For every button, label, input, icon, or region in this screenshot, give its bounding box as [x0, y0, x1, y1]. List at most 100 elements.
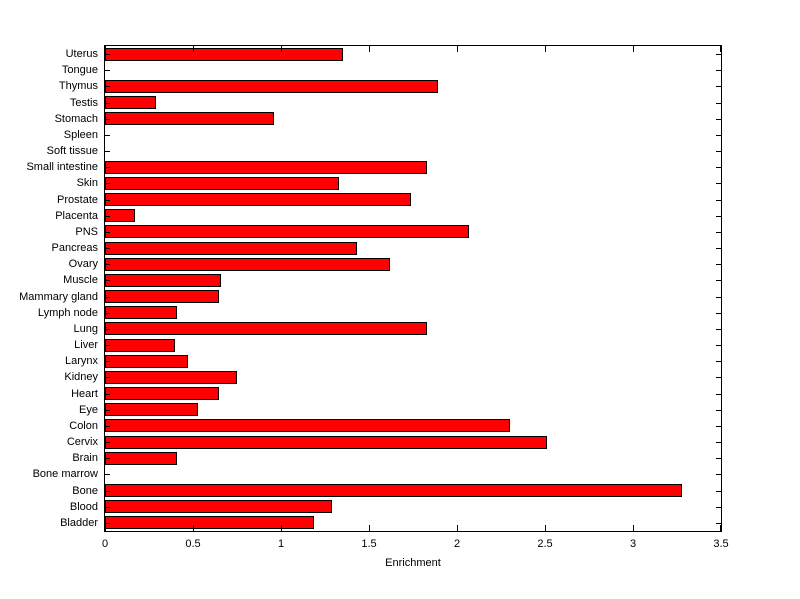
y-label-cervix: Cervix	[66, 436, 98, 449]
bar-pancreas	[105, 241, 357, 255]
y-tick-right-skin	[716, 183, 721, 185]
x-tick-top-2	[457, 46, 458, 52]
x-tick-bottom-2.5	[545, 525, 546, 531]
y-tick-right-pancreas	[716, 248, 721, 250]
y-label-pancreas: Pancreas	[51, 242, 98, 255]
y-tick-right-soft-tissue	[716, 151, 721, 153]
y-label-stomach: Stomach	[54, 112, 98, 125]
bar-thymus	[105, 79, 438, 93]
y-tick-left-pns	[105, 231, 110, 233]
bar-muscle	[105, 273, 222, 287]
y-label-brain: Brain	[72, 452, 98, 465]
y-tick-left-testis	[105, 102, 110, 104]
bar-kidney	[105, 370, 237, 384]
y-tick-left-cervix	[105, 442, 110, 444]
x-tick-label-2: 2	[453, 538, 461, 550]
y-tick-left-placenta	[105, 215, 110, 217]
x-tick-bottom-1	[281, 525, 282, 531]
y-label-bone-marrow: Bone marrow	[32, 468, 98, 481]
x-tick-label-1.5: 1.5	[361, 538, 377, 550]
x-tick-top-0	[105, 46, 106, 52]
y-label-pns: PNS	[75, 225, 98, 238]
y-label-heart: Heart	[71, 387, 98, 400]
y-tick-left-prostate	[105, 199, 110, 201]
x-tick-label-1: 1	[277, 538, 285, 550]
y-tick-left-mammary-gland	[105, 296, 110, 298]
x-tick-label-3.5: 3.5	[713, 538, 729, 550]
y-tick-right-placenta	[716, 215, 721, 217]
y-tick-left-larynx	[105, 361, 110, 363]
y-tick-right-kidney	[716, 377, 721, 379]
y-tick-right-pns	[716, 231, 721, 233]
bar-liver	[105, 338, 176, 352]
y-label-lung: Lung	[73, 322, 98, 335]
x-tick-bottom-3.5	[720, 525, 721, 531]
y-tick-left-uterus	[105, 54, 110, 56]
bar-bladder	[105, 516, 315, 530]
y-tick-right-tongue	[716, 70, 721, 72]
x-tick-top-2.5	[545, 46, 546, 52]
y-label-tongue: Tongue	[61, 64, 98, 77]
x-axis-title: Enrichment	[385, 557, 441, 569]
y-tick-left-liver	[105, 345, 110, 347]
y-tick-right-muscle	[716, 280, 721, 282]
y-label-skin: Skin	[76, 177, 98, 190]
y-tick-left-thymus	[105, 86, 110, 88]
plot-area	[104, 45, 722, 532]
y-tick-right-uterus	[716, 54, 721, 56]
x-tick-bottom-0.5	[193, 525, 194, 531]
y-tick-left-bone	[105, 490, 110, 492]
y-tick-right-testis	[716, 102, 721, 104]
y-label-larynx: Larynx	[64, 355, 98, 368]
y-tick-left-bladder	[105, 522, 110, 524]
y-label-bone: Bone	[72, 484, 98, 497]
x-tick-label-2.5: 2.5	[537, 538, 553, 550]
y-label-small-intestine: Small intestine	[26, 161, 98, 174]
y-tick-left-brain	[105, 458, 110, 460]
y-tick-left-eye	[105, 409, 110, 411]
y-tick-left-ovary	[105, 264, 110, 266]
y-tick-left-small-intestine	[105, 167, 110, 169]
bar-prostate	[105, 193, 412, 207]
y-label-eye: Eye	[79, 403, 98, 416]
bar-pns	[105, 225, 470, 239]
y-tick-right-colon	[716, 425, 721, 427]
y-tick-left-kidney	[105, 377, 110, 379]
y-tick-right-liver	[716, 345, 721, 347]
y-tick-left-soft-tissue	[105, 151, 110, 153]
y-label-testis: Testis	[69, 96, 98, 109]
x-tick-top-1.5	[369, 46, 370, 52]
x-tick-label-0: 0	[101, 538, 109, 550]
y-label-lymph-node: Lymph node	[37, 306, 98, 319]
x-tick-bottom-1.5	[369, 525, 370, 531]
y-tick-right-eye	[716, 409, 721, 411]
x-tick-bottom-0	[105, 525, 106, 531]
y-label-thymus: Thymus	[58, 80, 98, 93]
bar-bone	[105, 484, 683, 498]
x-tick-bottom-2	[457, 525, 458, 531]
x-tick-top-3	[633, 46, 634, 52]
bar-skin	[105, 176, 340, 190]
y-label-blood: Blood	[69, 500, 98, 513]
bar-lung	[105, 322, 428, 336]
x-tick-bottom-3	[633, 525, 634, 531]
bar-colon	[105, 419, 510, 433]
y-tick-right-cervix	[716, 442, 721, 444]
y-tick-right-bone-marrow	[716, 474, 721, 476]
y-label-colon: Colon	[69, 419, 98, 432]
y-tick-right-lung	[716, 328, 721, 330]
y-label-prostate: Prostate	[57, 193, 98, 206]
x-tick-label-3: 3	[629, 538, 637, 550]
x-tick-top-3.5	[720, 46, 721, 52]
bar-blood	[105, 500, 333, 514]
bar-mammary-gland	[105, 290, 220, 304]
y-tick-right-bladder	[716, 522, 721, 524]
y-tick-left-lung	[105, 328, 110, 330]
y-tick-right-lymph-node	[716, 312, 721, 314]
y-tick-right-spleen	[716, 134, 721, 136]
y-tick-right-stomach	[716, 118, 721, 120]
y-label-muscle: Muscle	[63, 274, 98, 287]
y-tick-left-tongue	[105, 70, 110, 72]
y-tick-right-ovary	[716, 264, 721, 266]
